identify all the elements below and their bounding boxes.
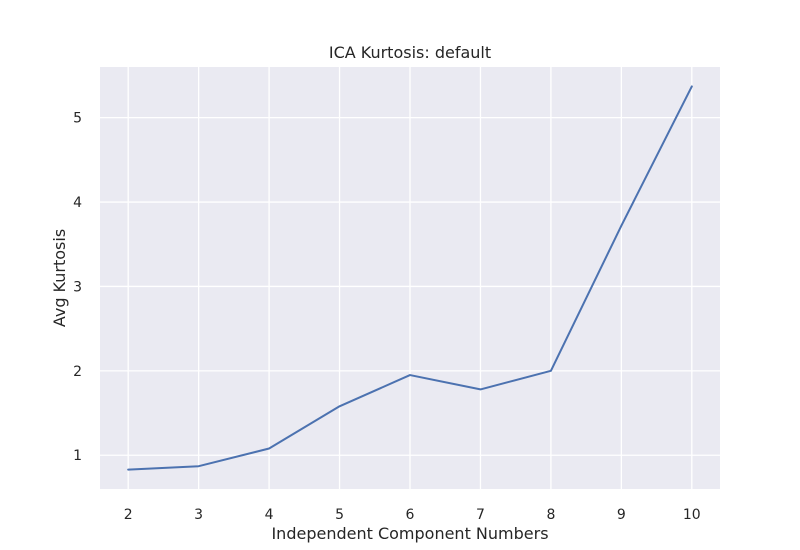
x-tick-label: 8 — [546, 507, 555, 523]
x-tick-label: 6 — [406, 507, 415, 523]
x-tick-label: 3 — [194, 507, 203, 523]
x-tick-label: 10 — [683, 507, 701, 523]
y-axis-label: Avg Kurtosis — [50, 229, 69, 327]
y-tick-label: 3 — [73, 279, 82, 295]
y-tick-labels: 1 2 3 4 5 — [73, 111, 82, 465]
x-tick-label: 9 — [617, 507, 626, 523]
x-tick-label: 4 — [265, 507, 274, 523]
grid — [100, 67, 720, 489]
x-tick-label: 5 — [335, 507, 344, 523]
series-layer — [127, 85, 693, 471]
x-tick-label: 2 — [124, 507, 133, 523]
y-tick-label: 4 — [73, 195, 82, 211]
y-tick-label: 2 — [73, 364, 82, 380]
y-tick-label: 1 — [73, 448, 82, 464]
chart-title: ICA Kurtosis: default — [329, 43, 491, 62]
y-tick-label: 5 — [73, 111, 82, 127]
x-axis-label: Independent Component Numbers — [271, 524, 548, 543]
x-tick-labels: 2 3 4 5 6 7 8 9 10 — [124, 507, 701, 523]
x-tick-label: 7 — [476, 507, 485, 523]
